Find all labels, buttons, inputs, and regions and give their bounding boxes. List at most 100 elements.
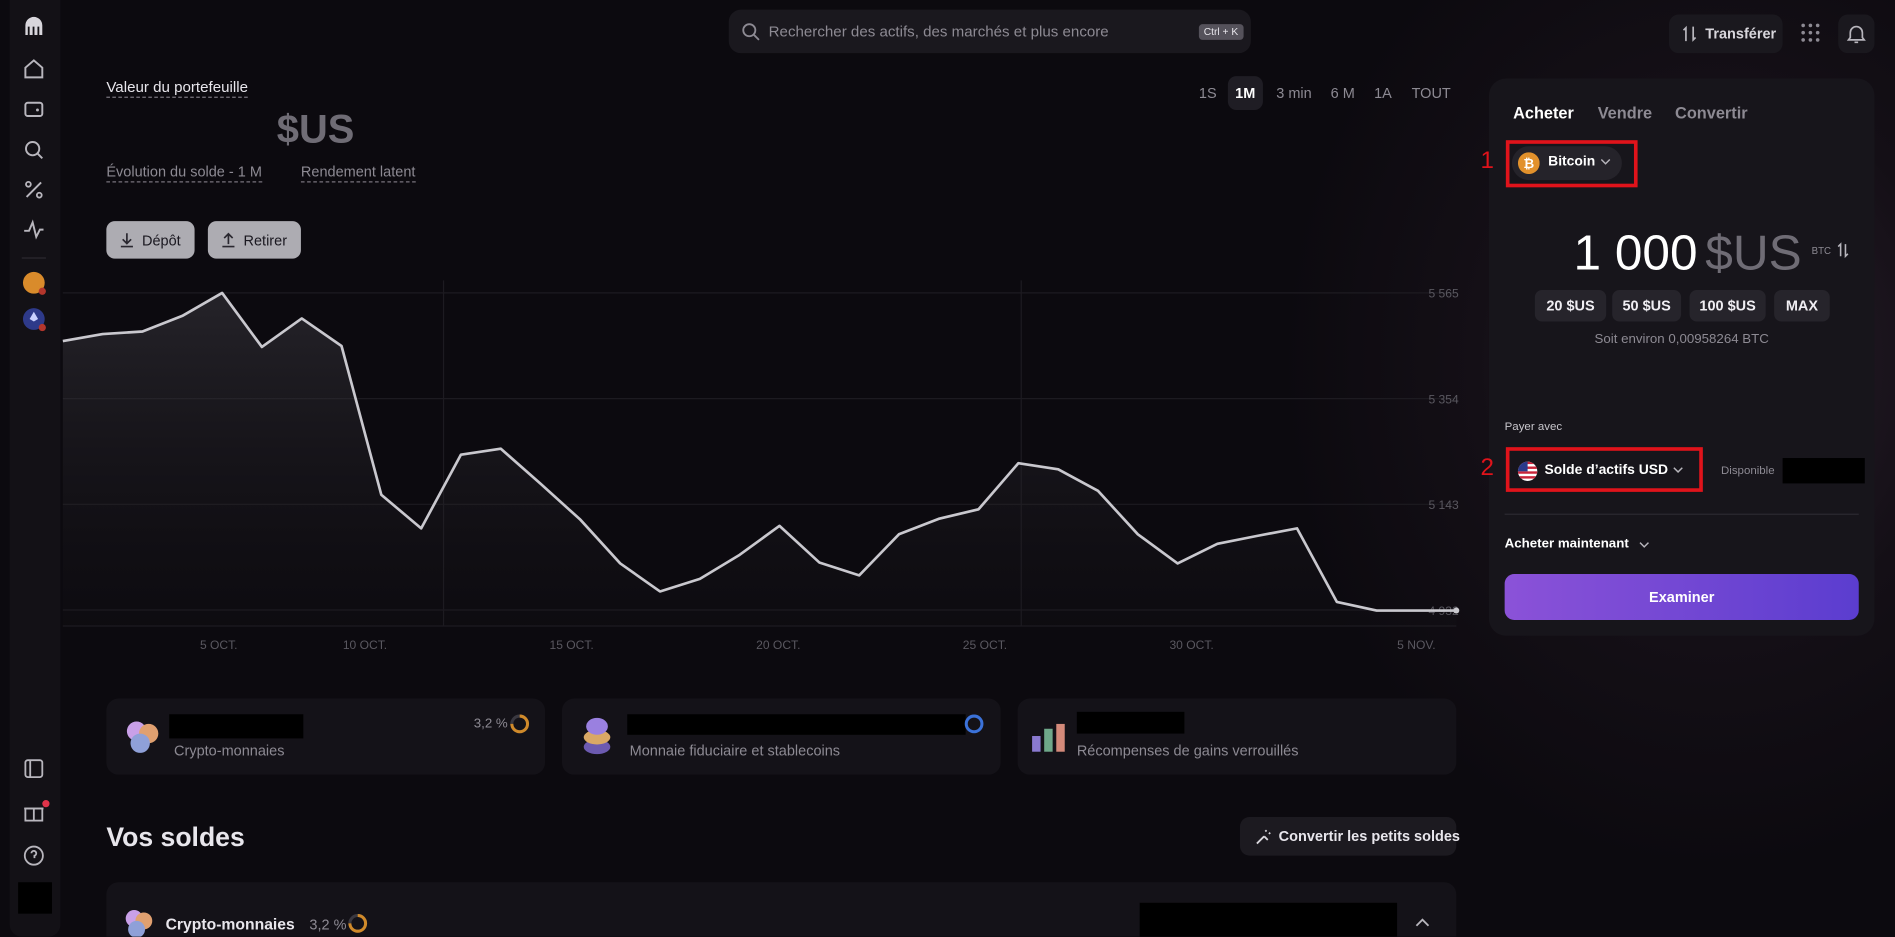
fiat-icon [583,717,611,755]
fiat-card[interactable] [561,698,1001,775]
x-tick-label: 5 OCT. [200,638,238,652]
timeframe[interactable]: TOUT [1411,84,1451,102]
separator [1504,513,1859,515]
x-tick-label: 15 OCT. [549,638,593,652]
crypto-icon [126,721,159,753]
timeframe[interactable]: 3 min [1276,84,1312,102]
btc-coin[interactable] [22,271,49,298]
collapse-icon[interactable] [23,758,45,780]
pay-with-label: Payer avec [1504,420,1563,434]
line [62,291,1457,612]
deposit-icon [121,233,134,248]
chevron-down [1600,159,1611,165]
withdraw-label: Retirer [243,231,288,249]
timeframe[interactable]: 1S [1198,84,1217,102]
help-icon[interactable] [23,845,45,867]
crypto-label: Crypto-monnaies [174,742,285,759]
svg-text:₿: ₿ [1523,156,1534,171]
quick-amount[interactable]: 20 $US [1534,290,1607,322]
activity-icon[interactable] [23,219,45,241]
marker-1: 1 [1480,147,1494,175]
pay-with[interactable]: Solde d’actifs USD [1544,462,1669,478]
percent-icon[interactable] [23,179,45,201]
apps-icon[interactable] [1801,23,1820,42]
ring [348,913,368,933]
separator [21,257,46,259]
transfer-button[interactable] [1669,14,1783,54]
search-icon[interactable] [23,139,45,161]
balance-row-label: Crypto-monnaies [165,914,295,934]
search-icon [742,23,760,41]
timeframe[interactable]: 6 M [1330,84,1355,102]
eth-coin[interactable] [22,307,49,334]
y-tick-label: 5 565 [1428,287,1459,301]
x-tick-label: 5 NOV. [1397,638,1436,652]
timeframe[interactable]: 1M [1227,76,1263,110]
home-icon[interactable] [23,58,45,80]
gift-icon[interactable] [23,800,50,824]
convert-small-button[interactable] [1239,816,1457,856]
tab-sell[interactable]: Vendre [1597,103,1653,123]
swap-icon[interactable] [1836,242,1851,259]
convert-small-label: Convertir les petits soldes [1278,827,1460,845]
unit-toggle[interactable]: BTC [1811,245,1831,257]
buy-now[interactable]: Acheter maintenant [1504,536,1629,552]
quick-amount[interactable]: 50 $US [1612,290,1682,322]
amount-currency: $US [1705,224,1802,281]
quick-amount[interactable]: 100 $US [1689,290,1766,322]
unrealized-return[interactable]: Rendement latent [300,163,416,183]
timeframe[interactable]: 1A [1374,84,1392,102]
crypto-icon [125,910,153,937]
x-tick-label: 25 OCT. [963,638,1007,652]
amount[interactable]: 1 000 [1573,224,1698,281]
deposit-label: Dépôt [141,231,181,249]
transfer-icon [1682,25,1697,42]
search-placeholder: Rechercher des actifs, des marchés et pl… [768,22,1109,40]
chevron-down [1673,467,1683,473]
x-tick-label: 10 OCT. [343,638,387,652]
transfer-label: Transférer [1705,25,1777,43]
avatar-redacted[interactable] [18,882,52,914]
redacted [169,714,304,739]
sweep-icon [1256,829,1271,845]
review-button[interactable]: Examiner [1504,574,1859,620]
highlight-box [1505,447,1703,492]
redacted [627,714,966,735]
available-label: Disponible [1720,464,1775,478]
wallet-icon[interactable] [23,98,45,120]
notifications-button[interactable] [1838,14,1875,54]
rewards-label: Récompenses de gains verrouillés [1076,742,1299,759]
crypto-percent: 3,2 % [473,716,508,732]
deposit-button[interactable]: Dépôt [106,221,195,259]
x-tick-label: 20 OCT. [756,638,800,652]
chevron-down [1639,542,1649,548]
search-bar[interactable] [728,9,1251,54]
portfolio-title[interactable]: Valeur du portefeuille [106,79,249,98]
area [62,292,1457,627]
rewards-icon [1032,723,1065,752]
us-flag [1517,461,1538,482]
redacted [1782,458,1865,484]
y-tick-label: 5 143 [1428,498,1459,512]
rewards-card[interactable] [1017,698,1457,775]
portfolio-currency: $US [276,106,355,152]
fiat-label: Monnaie fiduciaire et stablecoins [629,742,841,759]
end-point [1453,607,1460,614]
asset-name: Bitcoin [1548,154,1596,170]
withdraw-icon [222,232,236,248]
tab-buy[interactable]: Acheter [1513,103,1574,123]
chevron-up[interactable] [1414,916,1431,928]
balance-change[interactable]: Évolution du solde - 1 M [106,163,262,183]
tab-convert[interactable]: Convertir [1675,103,1748,123]
logo[interactable] [22,15,46,39]
withdraw-button[interactable]: Retirer [207,221,301,259]
btc-icon: ₿ [1517,152,1540,175]
quick-amount[interactable]: MAX [1774,290,1830,322]
ring [964,714,984,734]
redacted [1076,711,1185,734]
estimate: Soit environ 0,00958264 BTC [1594,332,1769,347]
shortcut-badge: Ctrl + K [1198,24,1244,40]
